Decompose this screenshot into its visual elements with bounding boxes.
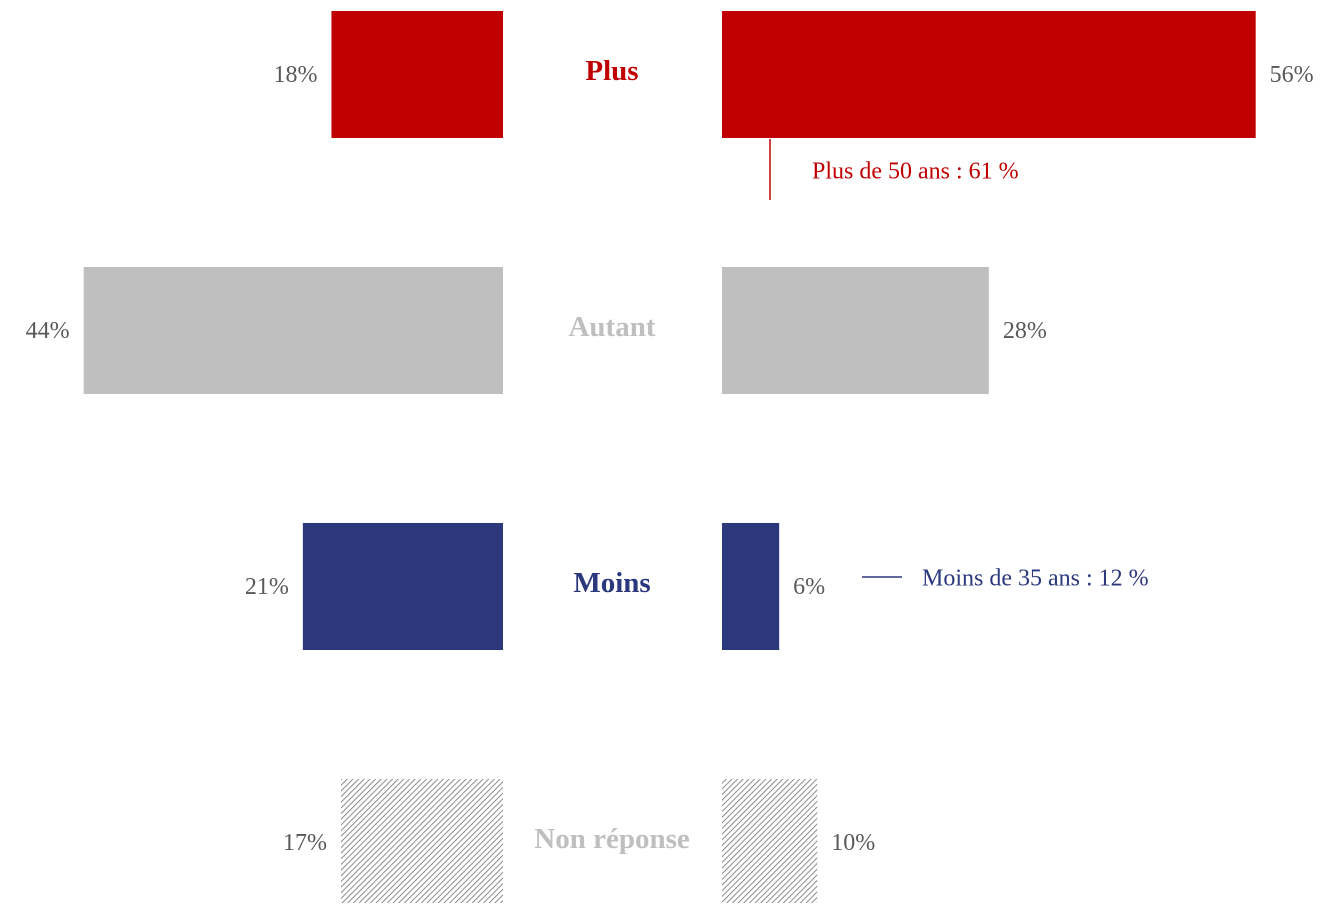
category-label-box: Moins: [573, 566, 651, 599]
bar: [722, 779, 818, 906]
category-label-box: Non réponse: [534, 822, 690, 855]
category-label: Moins: [573, 566, 651, 599]
value-label: 6%: [793, 574, 825, 600]
bar: [722, 11, 1256, 138]
value-label: 18%: [273, 62, 317, 88]
value-label: 17%: [283, 830, 327, 856]
category-label: Plus: [585, 54, 639, 87]
annotation: Moins de 35 ans : 12 %: [922, 566, 1149, 592]
value-label: 10%: [831, 830, 875, 856]
value-label: 44%: [26, 318, 70, 344]
bar: [83, 267, 504, 394]
value-label: 28%: [1003, 318, 1047, 344]
category-label: Autant: [568, 310, 656, 343]
category-label-box: Autant: [568, 310, 656, 343]
category-label: Non réponse: [534, 822, 690, 855]
bar: [722, 267, 989, 394]
bar: [340, 779, 503, 906]
category-label-box: Plus: [585, 54, 639, 87]
bar: [331, 11, 503, 138]
value-label: 56%: [1270, 62, 1314, 88]
value-label: 21%: [245, 574, 289, 600]
bar: [722, 523, 780, 650]
annotation: Plus de 50 ans : 61 %: [812, 159, 1019, 185]
bar: [302, 523, 503, 650]
